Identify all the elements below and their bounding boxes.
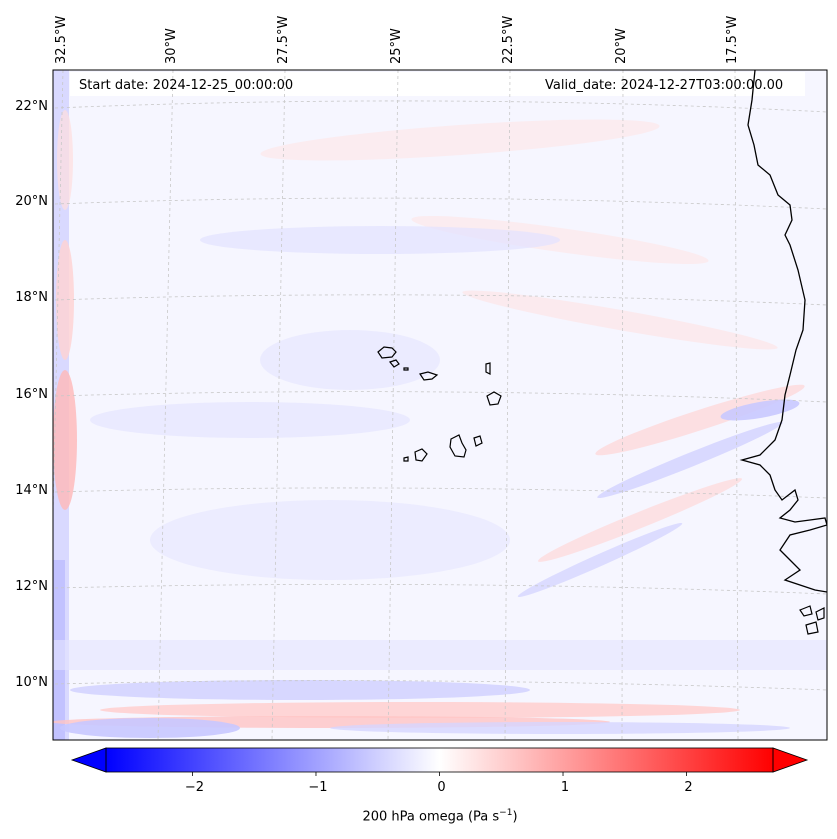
cape-verde-islands (377, 346, 825, 635)
colorbar-tick-label: −1 (308, 780, 328, 795)
lat-label: 22°N (15, 99, 48, 114)
lon-label: 25°W (389, 28, 404, 64)
lat-label: 12°N (15, 579, 48, 594)
colorbar-title-suffix: ) (512, 809, 518, 825)
lon-label: 20°W (614, 28, 629, 64)
colorbar-tick-label: −2 (184, 780, 205, 795)
colorbar-min-extend (70, 747, 107, 773)
lon-label: 27.5°W (276, 15, 291, 64)
colorbar-tick-label: 2 (684, 780, 693, 795)
colorbar-gradient (106, 748, 773, 772)
colorbar-tick-label: 1 (560, 780, 570, 795)
colorbar-title-exponent: −1 (499, 808, 513, 818)
map-frame (52, 69, 828, 741)
lat-label: 16°N (15, 387, 48, 402)
colorbar-title-text: 200 hPa omega (Pa s (362, 809, 500, 825)
lon-label: 32.5°W (54, 15, 69, 64)
colorbar-title: 200 hPa omega (Pa s−1) (0, 808, 837, 824)
lon-label: 22.5°W (501, 15, 516, 64)
africa-coastline (739, 70, 827, 593)
lat-label: 18°N (15, 290, 48, 305)
valid-date-label: Valid_date: 2024-12-27T03:00:00.00 (545, 78, 784, 93)
lon-label: 17.5°W (725, 15, 740, 64)
lat-label: 10°N (15, 675, 48, 690)
colorbar (70, 747, 809, 776)
lat-label: 14°N (15, 483, 48, 498)
lon-label: 30°W (164, 28, 179, 64)
start-date-label: Start date: 2024-12-25_00:00:00 (79, 78, 294, 93)
lat-label: 20°N (15, 194, 48, 209)
colorbar-max-extend (772, 747, 809, 773)
graticule (53, 70, 827, 740)
omega-field (53, 70, 827, 740)
colorbar-tick-label: 0 (437, 780, 446, 795)
